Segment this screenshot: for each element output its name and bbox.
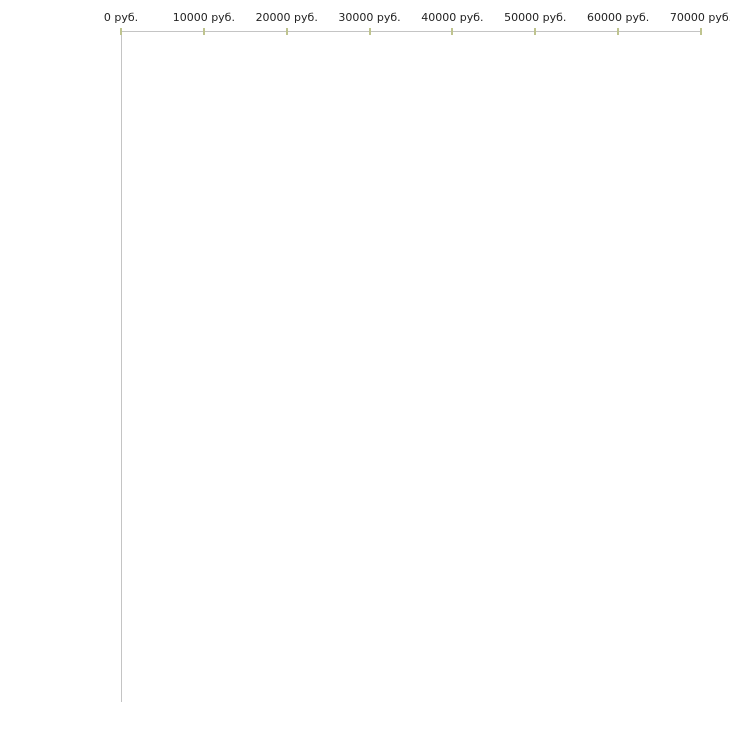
x-axis-tick [700, 28, 702, 35]
x-axis-tick-label: 10000 руб. [172, 11, 235, 24]
x-axis-tick [285, 28, 288, 35]
x-axis-tick-label: 40000 руб. [421, 11, 484, 24]
x-axis-tick-label: 70000 руб. [669, 11, 730, 24]
x-axis-tick [120, 28, 122, 35]
y-axis-line [121, 31, 122, 702]
x-axis-tick [202, 28, 205, 35]
x-axis-tick-label: 0 руб. [103, 11, 139, 24]
x-axis-tick [617, 28, 620, 35]
x-axis-line [121, 31, 702, 32]
x-axis-tick-label: 60000 руб. [587, 11, 650, 24]
x-axis-tick [451, 28, 454, 35]
x-axis-tick-label: 30000 руб. [338, 11, 401, 24]
x-axis-tick-label: 50000 руб. [504, 11, 567, 24]
x-axis-tick [368, 28, 371, 35]
x-axis-tick-label: 20000 руб. [255, 11, 318, 24]
x-axis-tick [534, 28, 537, 35]
